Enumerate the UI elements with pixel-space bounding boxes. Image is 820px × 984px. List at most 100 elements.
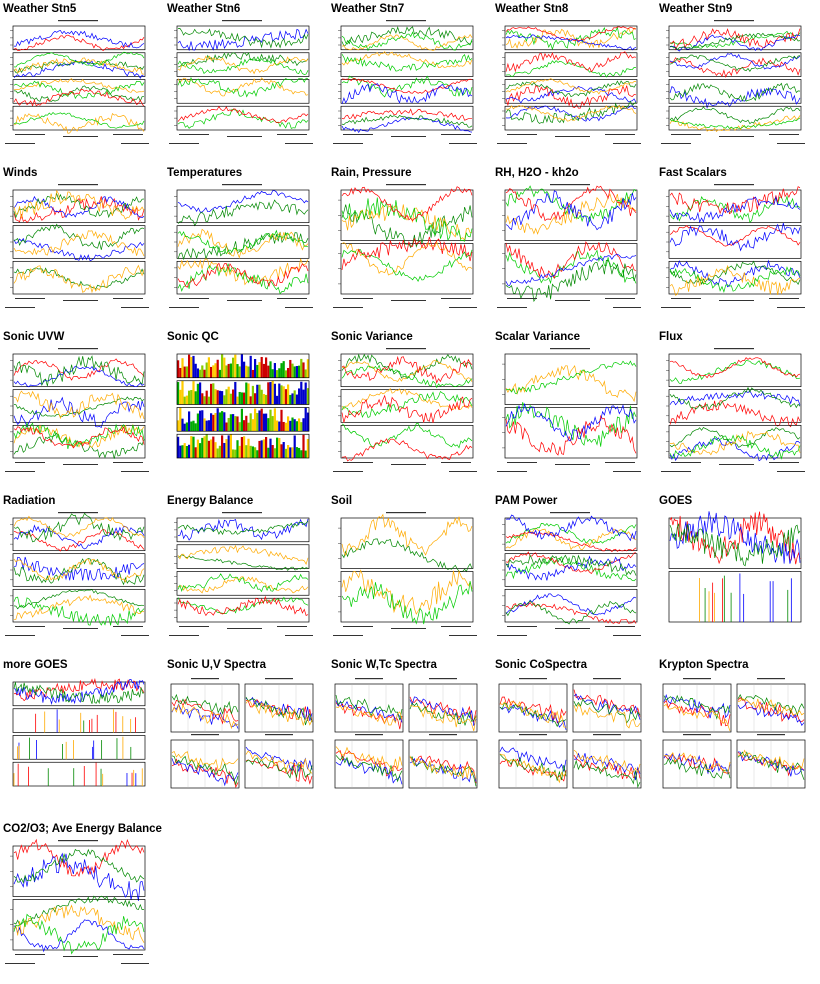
plot-thumbnail-icon[interactable] xyxy=(495,346,645,478)
thumbnail-card[interactable]: CO2/O3; Ave Energy Balance xyxy=(0,822,162,972)
data-series-line xyxy=(669,195,801,224)
thumbnail-card[interactable]: Weather Stn9 xyxy=(656,2,816,152)
thumbnail-card[interactable]: Fast Scalars xyxy=(656,166,816,316)
plot-thumbnail-icon[interactable] xyxy=(3,346,153,478)
thumbnail-title-link[interactable]: Rain, Pressure xyxy=(331,167,412,179)
qc-bar xyxy=(302,434,305,458)
axis-label-mark xyxy=(277,134,307,135)
plot-thumbnail-icon[interactable] xyxy=(495,674,645,806)
thumbnail-card[interactable]: GOES xyxy=(656,494,816,644)
thumbnail-card[interactable]: more GOES xyxy=(0,658,160,808)
thumbnail-title-link[interactable]: GOES xyxy=(659,495,693,507)
thumbnail-card[interactable]: Sonic Variance xyxy=(328,330,488,480)
plot-thumbnail-icon[interactable] xyxy=(3,182,153,314)
thumbnail-card[interactable]: Sonic W,Tc Spectra xyxy=(328,658,488,808)
thumbnail-title-link[interactable]: Sonic W,Tc Spectra xyxy=(331,659,437,671)
thumbnail-card[interactable]: Weather Stn5 xyxy=(0,2,160,152)
plot-thumbnail-icon[interactable] xyxy=(495,18,645,150)
plot-thumbnail-icon[interactable] xyxy=(167,182,317,314)
spectrum-line xyxy=(499,753,567,784)
data-series-line xyxy=(505,85,637,104)
thumbnail-title-link[interactable]: Weather Stn6 xyxy=(167,3,241,15)
thumbnail-card[interactable]: Krypton Spectra xyxy=(656,658,816,808)
thumbnail-card[interactable]: Weather Stn7 xyxy=(328,2,488,152)
plot-panel-frame xyxy=(176,544,310,569)
plot-thumbnail-icon[interactable] xyxy=(3,838,153,970)
plot-thumbnail-icon[interactable] xyxy=(659,674,809,806)
qc-bar xyxy=(203,418,206,432)
thumbnail-title-link[interactable]: Flux xyxy=(659,331,683,343)
plot-thumbnail-icon[interactable] xyxy=(167,510,317,642)
thumbnail-card[interactable]: Soil xyxy=(328,494,488,644)
thumbnail-title-link[interactable]: Temperatures xyxy=(167,167,243,179)
plot-thumbnail-icon[interactable] xyxy=(331,182,481,314)
data-series-line xyxy=(505,555,637,581)
thumbnail-card[interactable]: Sonic U,V Spectra xyxy=(164,658,324,808)
plot-thumbnail-icon[interactable] xyxy=(3,510,153,642)
data-series-line xyxy=(13,594,145,621)
thumbnail-title-link[interactable]: Energy Balance xyxy=(167,495,254,507)
thumbnail-card[interactable]: Temperatures xyxy=(164,166,324,316)
plot-thumbnail-icon[interactable] xyxy=(659,182,809,314)
thumbnail-title-link[interactable]: Soil xyxy=(331,495,353,507)
plot-thumbnail-icon[interactable] xyxy=(167,346,317,478)
footer-text-mark xyxy=(333,635,363,636)
thumbnail-card[interactable]: RH, H2O - kh2o xyxy=(492,166,652,316)
data-series-line xyxy=(341,31,473,52)
thumbnail-title-link[interactable]: Sonic UVW xyxy=(3,331,65,343)
thumbnail-card[interactable]: Weather Stn8 xyxy=(492,2,652,152)
plot-thumbnail-icon[interactable] xyxy=(3,18,153,150)
thumbnail-title-link[interactable]: PAM Power xyxy=(495,495,558,507)
plot-thumbnail-icon[interactable] xyxy=(659,18,809,150)
thumbnail-card[interactable]: Energy Balance xyxy=(164,494,324,644)
plot-thumbnail-icon[interactable] xyxy=(659,346,809,478)
spectrum-line xyxy=(499,758,567,782)
thumbnail-title-link[interactable]: Fast Scalars xyxy=(659,167,727,179)
spectrum-title-mark xyxy=(265,734,293,736)
thumbnail-title-link[interactable]: Sonic Variance xyxy=(331,331,413,343)
thumbnail-title-link[interactable]: Radiation xyxy=(3,495,56,507)
thumbnail-card[interactable]: Rain, Pressure xyxy=(328,166,488,316)
thumbnail-card[interactable]: Scalar Variance xyxy=(492,330,652,480)
thumbnail-title-link[interactable]: Weather Stn5 xyxy=(3,3,77,15)
plot-thumbnail-icon[interactable] xyxy=(495,510,645,642)
qc-bar xyxy=(185,366,188,378)
plot-thumbnail-icon[interactable] xyxy=(3,674,153,806)
thumbnail-card[interactable]: Sonic UVW xyxy=(0,330,160,480)
qc-bar xyxy=(183,396,186,405)
data-series-line xyxy=(341,26,473,47)
plot-thumbnail-icon[interactable] xyxy=(495,182,645,314)
plot-thumbnail-icon[interactable] xyxy=(659,510,809,642)
thumbnail-title-link[interactable]: Winds xyxy=(3,167,38,179)
thumbnail-card[interactable]: Sonic CoSpectra xyxy=(492,658,652,808)
qc-bar xyxy=(177,382,180,405)
footer-text-mark xyxy=(613,471,641,472)
thumbnail-title-link[interactable]: RH, H2O - kh2o xyxy=(495,167,579,179)
thumbnail-title-link[interactable]: more GOES xyxy=(3,659,68,671)
thumbnail-card[interactable]: Winds xyxy=(0,166,160,316)
plot-thumbnail-icon[interactable] xyxy=(167,18,317,150)
thumbnail-card[interactable]: Weather Stn6 xyxy=(164,2,324,152)
thumbnail-title-link[interactable]: Weather Stn7 xyxy=(331,3,405,15)
thumbnail-title-link[interactable]: CO2/O3; Ave Energy Balance xyxy=(3,823,162,835)
plot-thumbnail-icon[interactable] xyxy=(331,674,481,806)
footer-text-mark xyxy=(121,471,149,472)
thumbnail-title-link[interactable]: Scalar Variance xyxy=(495,331,581,343)
plot-thumbnail-icon[interactable] xyxy=(331,510,481,642)
thumbnail-title-link[interactable]: Weather Stn9 xyxy=(659,3,733,15)
plot-thumbnail-icon[interactable] xyxy=(331,18,481,150)
thumbnail-title-link[interactable]: Krypton Spectra xyxy=(659,659,749,671)
thumbnail-card[interactable]: Flux xyxy=(656,330,816,480)
plot-thumbnail-icon[interactable] xyxy=(167,674,317,806)
thumbnail-title-link[interactable]: Sonic U,V Spectra xyxy=(167,659,267,671)
qc-bar xyxy=(192,420,195,432)
thumbnail-title-link[interactable]: Weather Stn8 xyxy=(495,3,569,15)
thumbnail-title-link[interactable]: Sonic QC xyxy=(167,331,219,343)
thumbnail-card[interactable]: PAM Power xyxy=(492,494,652,644)
footer-text-mark xyxy=(777,307,805,308)
spectrum-line xyxy=(171,758,239,787)
thumbnail-title-link[interactable]: Sonic CoSpectra xyxy=(495,659,588,671)
thumbnail-card[interactable]: Sonic QC xyxy=(164,330,324,480)
thumbnail-card[interactable]: Radiation xyxy=(0,494,160,644)
plot-thumbnail-icon[interactable] xyxy=(331,346,481,478)
